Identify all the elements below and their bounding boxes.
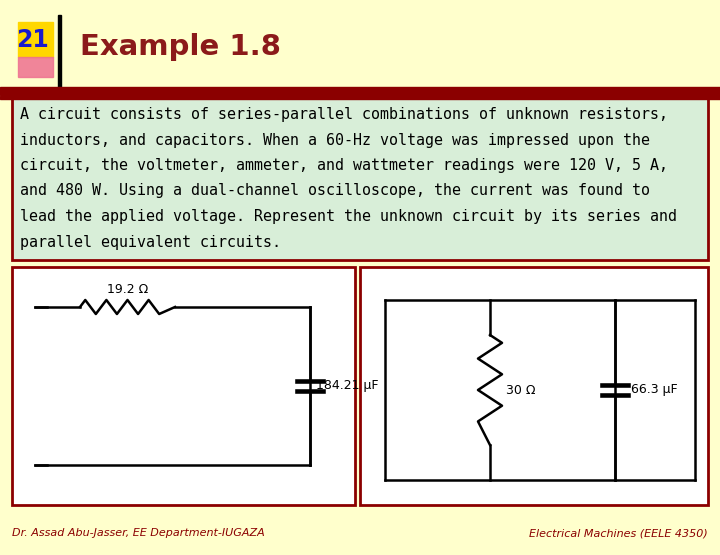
Text: 66.3 μF: 66.3 μF [631, 384, 678, 396]
Text: inductors, and capacitors. When a 60-Hz voltage was impressed upon the: inductors, and capacitors. When a 60-Hz … [20, 133, 650, 148]
Text: and 480 W. Using a dual-channel oscilloscope, the current was found to: and 480 W. Using a dual-channel oscillos… [20, 184, 650, 199]
Text: lead the applied voltage. Represent the unknown circuit by its series and: lead the applied voltage. Represent the … [20, 209, 677, 224]
Bar [58, 15, 61, 87]
Bar [18, 57, 53, 77]
Text: A circuit consists of series-parallel combinations of unknown resistors,: A circuit consists of series-parallel co… [20, 107, 668, 122]
Text: 30 Ω: 30 Ω [506, 384, 536, 396]
Bar [0, 96, 720, 99]
Text: Dr. Assad Abu-Jasser, EE Department-IUGAZA: Dr. Assad Abu-Jasser, EE Department-IUGA… [12, 528, 265, 538]
Text: parallel equivalent circuits.: parallel equivalent circuits. [20, 235, 281, 250]
Bar [18, 22, 53, 57]
Text: Example 1.8: Example 1.8 [80, 33, 281, 61]
Bar [360, 267, 708, 505]
Bar [12, 267, 355, 505]
Text: 21: 21 [17, 28, 50, 52]
Text: 184.21 μF: 184.21 μF [316, 380, 379, 392]
Text: circuit, the voltmeter, ammeter, and wattmeter readings were 120 V, 5 A,: circuit, the voltmeter, ammeter, and wat… [20, 158, 668, 173]
Bar [0, 87, 720, 95]
Text: 19.2 Ω: 19.2 Ω [107, 283, 148, 296]
Bar [12, 97, 708, 260]
Text: Electrical Machines (EELE 4350): Electrical Machines (EELE 4350) [529, 528, 708, 538]
